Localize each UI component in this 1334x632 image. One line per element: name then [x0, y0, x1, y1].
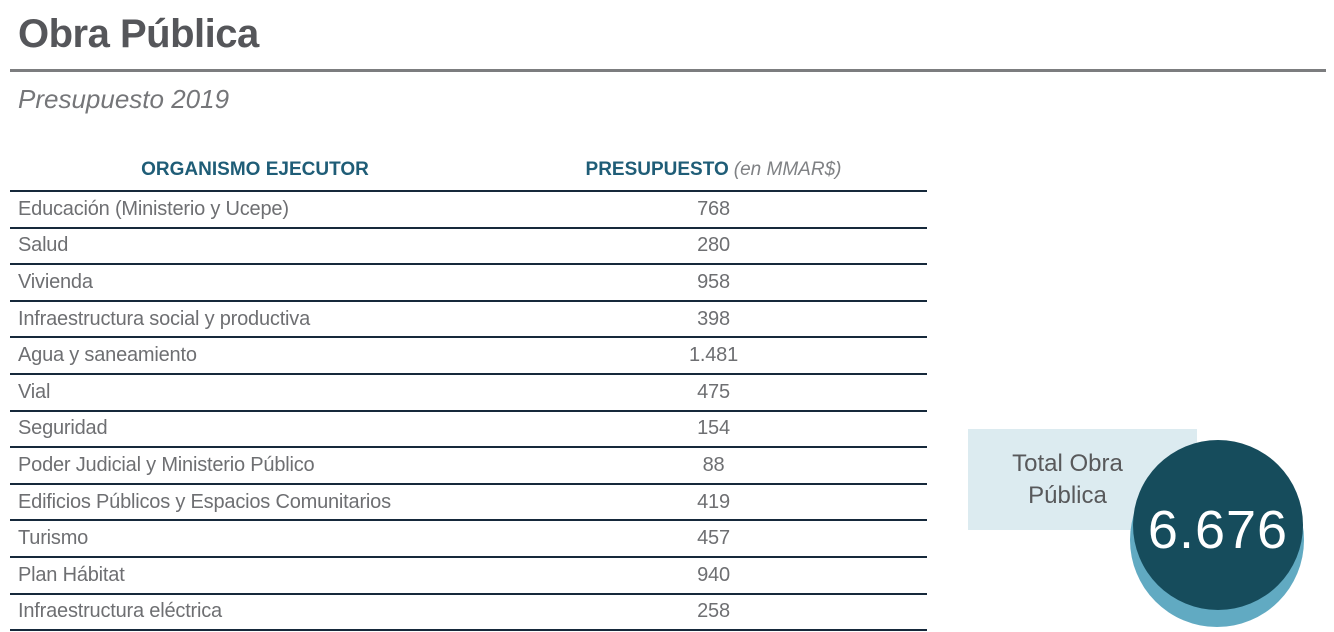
row-organismo-label: Agua y saneamiento	[18, 344, 197, 367]
row-presupuesto-value: 457	[697, 527, 730, 550]
table-row: Plan Hábitat 940	[10, 558, 927, 595]
table-row: Turismo 457	[10, 521, 927, 558]
row-presupuesto-value: 1.481	[688, 344, 739, 367]
column-header-presupuesto-label: PRESUPUESTO	[585, 159, 729, 180]
row-organismo-label: Poder Judicial y Ministerio Público	[18, 453, 315, 476]
row-organismo-label: Educación (Ministerio y Ucepe)	[18, 197, 289, 220]
table-row: Edificios Públicos y Espacios Comunitari…	[10, 485, 927, 522]
row-presupuesto-value: 88	[702, 453, 725, 476]
page-title: Obra Pública	[18, 12, 259, 56]
row-presupuesto-value: 475	[697, 380, 730, 403]
row-organismo-label: Vial	[18, 380, 51, 403]
row-organismo-label: Turismo	[18, 527, 89, 550]
table-row: Infraestructura social y productiva 398	[10, 302, 927, 339]
row-presupuesto-value: 258	[697, 600, 730, 623]
total-circle: 6.676	[1133, 440, 1303, 610]
table-header-row: ORGANISMO EJECUTOR PRESUPUESTO (en MMAR$)	[10, 150, 927, 192]
table-row: Seguridad 154	[10, 412, 927, 449]
row-presupuesto-value: 768	[697, 197, 730, 220]
column-header-organismo: ORGANISMO EJECUTOR	[141, 159, 369, 180]
budget-table: ORGANISMO EJECUTOR PRESUPUESTO (en MMAR$)…	[10, 150, 927, 632]
table-row: Vial 475	[10, 375, 927, 412]
row-presupuesto-value: 280	[697, 234, 730, 257]
row-organismo-label: Infraestructura eléctrica	[18, 600, 222, 623]
row-organismo-label: Infraestructura social y productiva	[18, 307, 311, 330]
table-body: Educación (Ministerio y Ucepe) 768 Salud…	[10, 192, 927, 632]
row-presupuesto-value: 958	[697, 270, 730, 293]
row-presupuesto-value: 398	[697, 307, 730, 330]
total-label: Total Obra Pública	[1012, 448, 1123, 510]
table-row: Poder Judicial y Ministerio Público 88	[10, 448, 927, 485]
column-header-unit-label: (en MMAR$)	[733, 159, 842, 180]
row-organismo-label: Salud	[18, 234, 69, 257]
row-organismo-label: Vivienda	[18, 270, 93, 293]
page-subtitle: Presupuesto 2019	[18, 84, 230, 114]
row-presupuesto-value: 154	[697, 417, 730, 440]
table-row: Infraestructura eléctrica 258	[10, 595, 927, 632]
row-presupuesto-value: 419	[697, 490, 730, 513]
table-row: Vivienda 958	[10, 265, 927, 302]
table-row: Agua y saneamiento 1.481	[10, 338, 927, 375]
row-organismo-label: Seguridad	[18, 417, 108, 440]
row-organismo-label: Edificios Públicos y Espacios Comunitari…	[18, 490, 391, 513]
row-organismo-label: Plan Hábitat	[18, 563, 125, 586]
title-divider	[10, 69, 1326, 72]
table-row: Salud 280	[10, 229, 927, 266]
row-presupuesto-value: 940	[697, 563, 730, 586]
column-header-presupuesto: PRESUPUESTO (en MMAR$)	[500, 159, 927, 181]
total-label-line1: Total Obra	[1012, 450, 1123, 478]
total-value: 6.676	[1147, 500, 1289, 560]
total-label-line2: Pública	[1028, 481, 1107, 509]
table-row: Educación (Ministerio y Ucepe) 768	[10, 192, 927, 229]
